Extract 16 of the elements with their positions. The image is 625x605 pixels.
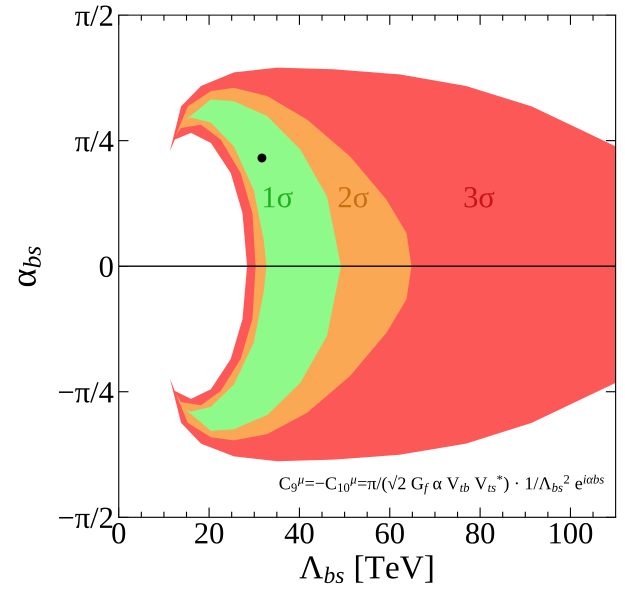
annotation: 3σ [464, 187, 494, 208]
x-tick-label: 20 [195, 523, 224, 544]
x-tick-label: 100 [550, 523, 592, 544]
y-axis-title: α$_{bs}$ [18, 246, 41, 286]
y-tick-label: π/4 [75, 131, 114, 152]
x-tick-label: 80 [466, 523, 494, 544]
annotation: 1σ [264, 187, 293, 208]
x-tick-label: 60 [376, 523, 404, 544]
y-tick-label: −π/4 [58, 382, 114, 403]
x-axis-title: Λ$_{bs}$ [TeV] [300, 555, 432, 584]
text: C$_{9}$$^{μ}$=−C$_{10}$$^{μ}$=π/(√2 G$_{f}$ α V$_{tb}$ V$_{ts}$$^{*}$) · 1/Λ$_{bs}$$^{2}$ e$^{iαbs}$ [280, 474, 604, 494]
y-tick-label: −π/2 [58, 508, 112, 528]
x-tick-label: 40 [284, 523, 314, 544]
annotation: 2σ [338, 187, 369, 208]
y-tick-label: 0 [100, 256, 113, 278]
y-tick-label: π/2 [75, 5, 112, 26]
